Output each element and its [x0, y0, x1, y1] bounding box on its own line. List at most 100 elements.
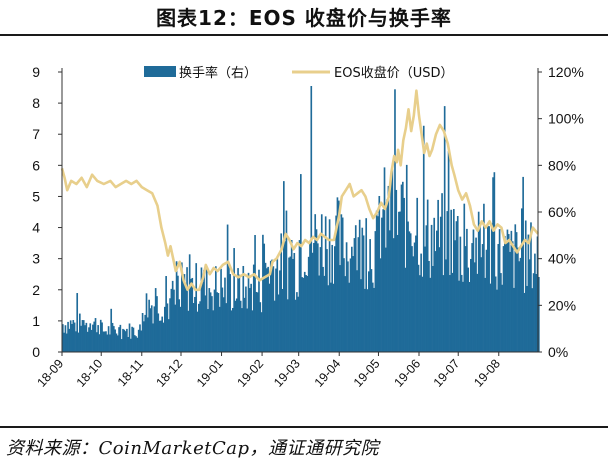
- right-tick-label: 40%: [548, 251, 576, 267]
- turnover-bar: [164, 306, 166, 352]
- turnover-bar: [150, 305, 153, 352]
- turnover-bar: [120, 339, 123, 352]
- turnover-bar: [109, 334, 111, 352]
- turnover-bar: [204, 295, 207, 352]
- turnover-bar: [368, 271, 370, 352]
- turnover-bar: [311, 252, 314, 352]
- turnover-bar: [187, 310, 190, 352]
- turnover-bar: [296, 292, 298, 352]
- turnover-bar: [476, 273, 479, 352]
- turnover-bar: [184, 287, 187, 352]
- turnover-bar: [258, 269, 260, 352]
- turnover-bar: [409, 233, 412, 352]
- turnover-bar: [86, 331, 89, 352]
- turnover-bar: [400, 184, 403, 352]
- title-rule: [0, 34, 608, 36]
- turnover-bar: [298, 240, 301, 352]
- turnover-bar: [186, 267, 188, 352]
- turnover-bar: [494, 276, 497, 352]
- turnover-bar: [130, 338, 132, 352]
- turnover-bar: [166, 303, 169, 352]
- turnover-bar: [446, 211, 449, 352]
- turnover-bar: [425, 225, 428, 352]
- turnover-bar: [366, 289, 369, 352]
- turnover-bar: [122, 328, 124, 352]
- turnover-bar: [489, 283, 492, 352]
- turnover-bar: [392, 238, 395, 352]
- turnover-bar: [455, 221, 458, 352]
- turnover-bar: [528, 259, 531, 352]
- turnover-bar: [64, 325, 67, 352]
- turnover-bar: [526, 285, 528, 352]
- turnover-bar: [249, 288, 251, 352]
- turnover-bar: [207, 309, 209, 352]
- turnover-bar: [194, 296, 196, 352]
- turnover-bar: [447, 151, 450, 352]
- turnover-bar: [464, 246, 467, 352]
- turnover-bar: [301, 277, 303, 352]
- turnover-bar: [297, 296, 300, 352]
- turnover-bar: [394, 89, 396, 353]
- turnover-bar: [154, 288, 157, 352]
- turnover-bar: [192, 302, 195, 352]
- turnover-bar: [234, 300, 237, 352]
- turnover-bar: [113, 326, 115, 352]
- turnover-bar: [451, 272, 454, 352]
- turnover-bar: [411, 246, 413, 352]
- left-tick-label: 1: [32, 313, 40, 329]
- turnover-bar: [377, 216, 379, 352]
- turnover-bar: [449, 275, 451, 352]
- turnover-bar: [77, 332, 80, 352]
- turnover-bar: [383, 167, 386, 352]
- turnover-bar: [481, 244, 484, 352]
- turnover-bar: [72, 320, 75, 352]
- turnover-bar: [272, 266, 275, 352]
- turnover-bar: [531, 288, 534, 352]
- turnover-bar: [522, 176, 524, 352]
- turnover-bar: [107, 326, 110, 352]
- turnover-bar: [381, 217, 383, 352]
- turnover-bar: [514, 224, 517, 352]
- turnover-bar: [263, 243, 266, 352]
- turnover-bar: [230, 310, 233, 352]
- turnover-bar: [65, 333, 68, 352]
- turnover-bar: [504, 236, 506, 352]
- chart-title: 图表12：EOS 收盘价与换手率: [156, 6, 452, 30]
- turnover-bar: [458, 280, 460, 352]
- turnover-bar: [497, 243, 500, 352]
- turnover-bar: [403, 197, 405, 352]
- turnover-bar: [370, 269, 373, 352]
- turnover-bar: [285, 210, 288, 352]
- turnover-bar: [502, 246, 505, 352]
- turnover-bar: [496, 289, 498, 352]
- turnover-bar: [218, 306, 221, 352]
- turnover-bar: [269, 260, 272, 352]
- turnover-bar: [374, 231, 377, 352]
- left-tick-label: 4: [32, 220, 40, 236]
- turnover-bar: [135, 336, 137, 352]
- turnover-bar: [307, 256, 310, 352]
- turnover-bar: [470, 258, 472, 352]
- turnover-bar: [89, 323, 92, 352]
- turnover-bar: [143, 321, 145, 352]
- turnover-bar: [224, 277, 226, 352]
- turnover-bar: [348, 282, 351, 352]
- turnover-bar: [417, 264, 420, 352]
- turnover-bar: [290, 240, 293, 352]
- turnover-bars: [62, 86, 540, 353]
- turnover-bar: [309, 243, 311, 352]
- turnover-bar: [147, 317, 149, 352]
- turnover-bar: [118, 327, 120, 352]
- turnover-bar: [281, 288, 284, 352]
- turnover-bar: [132, 327, 135, 352]
- turnover-bar: [153, 306, 156, 352]
- turnover-bar: [203, 269, 205, 352]
- turnover-bar: [63, 332, 65, 352]
- turnover-bar: [485, 249, 488, 352]
- x-tick-label: 18-10: [74, 357, 106, 390]
- turnover-bar: [273, 300, 276, 352]
- turnover-bar: [343, 258, 345, 352]
- turnover-bar: [283, 181, 285, 352]
- turnover-bar: [412, 256, 415, 352]
- turnover-bar: [466, 228, 468, 352]
